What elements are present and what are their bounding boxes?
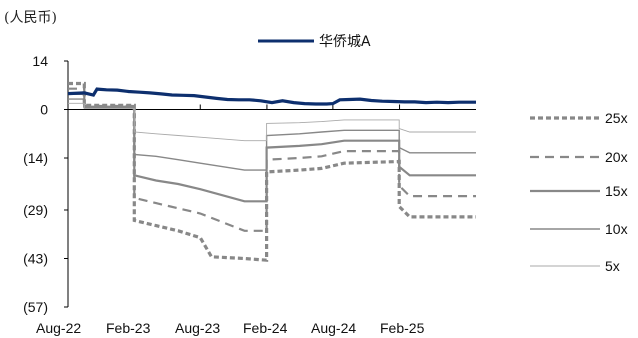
x-tick-label: Feb-24 xyxy=(243,320,288,336)
series-line-5x xyxy=(68,102,476,142)
y-tick-label: 0 xyxy=(40,102,48,118)
legend: 华侨城A 25x 20x 15x 10x 5x xyxy=(258,34,628,274)
y-tick-label: (43) xyxy=(23,250,48,266)
legend-label-20x: 20x xyxy=(605,149,628,165)
x-tick-label: Aug-23 xyxy=(175,320,220,336)
y-tick-label: 14 xyxy=(32,53,48,69)
unit-label: (人民币) xyxy=(4,10,57,26)
legend-label-5x: 5x xyxy=(605,258,620,274)
series-layer xyxy=(67,81,476,262)
y-tick-label: (57) xyxy=(23,299,48,315)
series-line-stock-price xyxy=(67,87,476,106)
chart-axes: 14 0 (14) (29) (43) (57) Aug-22 Feb-23 Aug-23 Feb… xyxy=(23,53,476,336)
legend-label-15x: 15x xyxy=(605,183,628,199)
x-tick-label: Feb-25 xyxy=(380,320,425,336)
series-line-20x xyxy=(68,87,476,232)
x-tick-label: Aug-24 xyxy=(311,320,356,336)
series-line-15x xyxy=(68,92,476,203)
legend-label-10x: 10x xyxy=(605,221,628,237)
y-tick-label: (29) xyxy=(23,202,48,218)
series-line-10x xyxy=(68,98,476,171)
x-tick-label: Feb-23 xyxy=(106,320,151,336)
legend-label-25x: 25x xyxy=(605,110,628,126)
x-tick-label: Aug-22 xyxy=(36,320,81,336)
legend-label-stock-price: 华侨城A xyxy=(319,34,371,50)
y-tick-label: (14) xyxy=(23,150,48,166)
